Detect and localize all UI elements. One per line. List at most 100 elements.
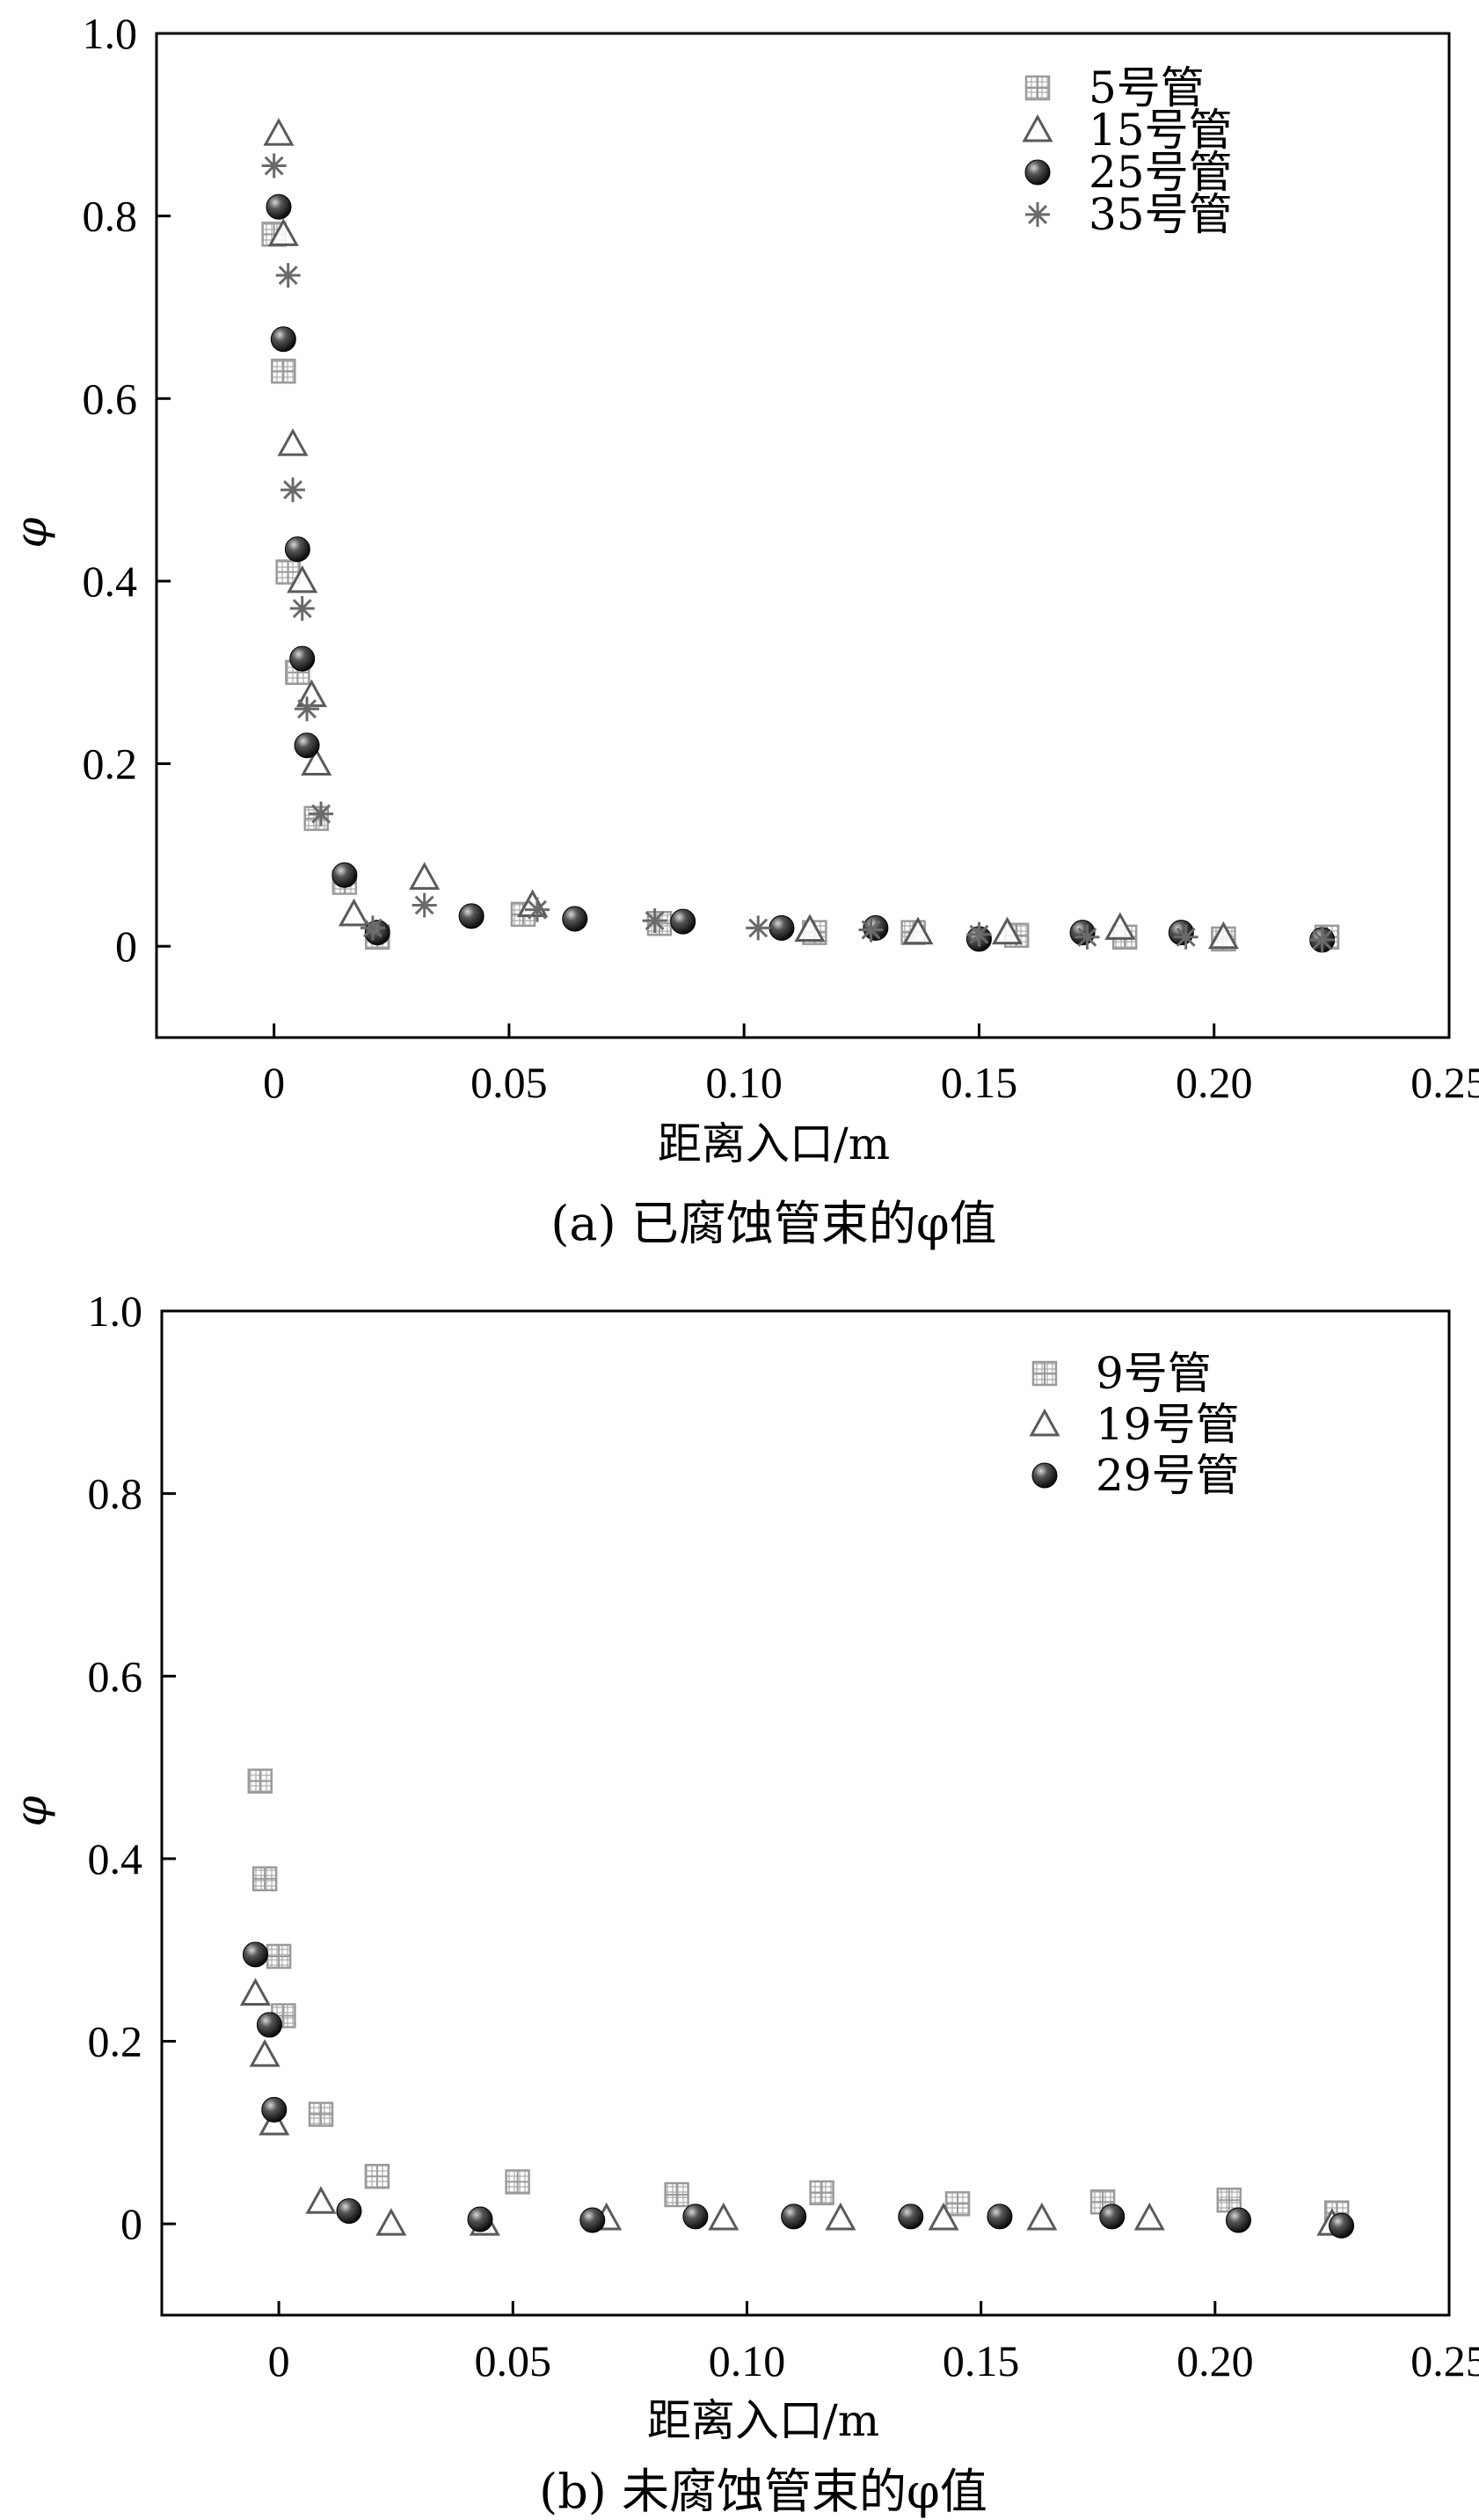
data-point — [261, 153, 287, 178]
data-point — [944, 2191, 971, 2217]
data-point — [458, 903, 484, 929]
data-point — [1207, 921, 1239, 950]
data-point — [360, 915, 385, 941]
data-point — [1026, 2202, 1058, 2231]
legend-item: 35号管 — [1025, 189, 1233, 240]
legend-label: 5号管 — [1089, 62, 1205, 113]
legend-item: 29号管 — [1031, 1450, 1240, 1501]
x-tick-label: 0.25 — [1410, 2336, 1479, 2385]
x-tick-label: 0.20 — [1176, 1058, 1253, 1107]
data-point — [375, 2208, 407, 2236]
series-3 — [242, 1941, 1355, 2239]
data-point — [1099, 2203, 1126, 2230]
data-point — [277, 428, 309, 456]
data-point — [294, 732, 320, 759]
series-3 — [266, 193, 1336, 953]
data-point — [1075, 924, 1100, 950]
legend-label: 29号管 — [1096, 1450, 1240, 1501]
data-point — [364, 2163, 390, 2189]
data-point — [1225, 2207, 1251, 2233]
x-axis-ticks — [277, 2301, 1451, 2315]
series-2 — [239, 1977, 1348, 2236]
data-point — [505, 2169, 530, 2195]
x-tick-label: 0.10 — [705, 1058, 783, 1107]
data-point — [579, 2207, 606, 2233]
data-point — [746, 915, 771, 941]
data-point — [338, 898, 370, 927]
legend-label: 19号管 — [1096, 1399, 1240, 1450]
y-axis-tick-labels: 0 0.2 0.4 0.6 0.8 1.0 — [88, 1286, 143, 2248]
x-tick-label: 0 — [263, 1058, 285, 1107]
data-point — [898, 2203, 924, 2230]
series-2 — [263, 118, 1239, 950]
series-4 — [261, 153, 1335, 952]
panel-caption: (a) 已腐蚀管束的φ值 — [550, 1196, 996, 1251]
data-point — [1309, 927, 1335, 952]
data-point — [858, 917, 884, 943]
legend-marker — [1024, 75, 1051, 101]
y-tick-label: 1.0 — [88, 1286, 143, 1336]
legend-item: 5号管 — [1024, 62, 1205, 113]
data-point — [266, 193, 292, 220]
y-tick-label: 0.2 — [88, 2017, 143, 2066]
data-point — [309, 801, 334, 827]
data-point — [562, 906, 588, 932]
data-point — [336, 2198, 362, 2225]
x-axis-title: 距离入口/m — [658, 1118, 890, 1169]
y-tick-label: 0.4 — [88, 1834, 143, 1883]
y-tick-label: 0 — [120, 2199, 142, 2248]
plot-frame — [160, 1309, 1451, 2317]
data-point — [295, 679, 327, 708]
data-point — [412, 892, 437, 918]
data-point — [682, 2203, 709, 2230]
y-tick-label: 0.4 — [83, 557, 138, 606]
y-tick-label: 0.8 — [88, 1469, 143, 1519]
data-point — [809, 2180, 834, 2206]
data-point — [1173, 924, 1198, 950]
data-point — [266, 1943, 292, 1970]
data-point — [295, 696, 320, 722]
legend-marker — [1022, 113, 1053, 142]
y-tick-label: 0.6 — [88, 1651, 143, 1701]
data-point — [249, 2039, 280, 2067]
y-axis-title: φ — [5, 517, 56, 548]
data-point — [242, 1941, 268, 1968]
data-point — [467, 2206, 493, 2232]
y-tick-label: 0.2 — [83, 739, 138, 789]
y-axis-title: φ — [5, 1795, 56, 1826]
data-point — [966, 921, 992, 947]
x-axis-title: 距离入口/m — [647, 2395, 879, 2446]
series-1 — [247, 1768, 1350, 2225]
legend-item: 9号管 — [1031, 1348, 1212, 1399]
legend-item: 19号管 — [1029, 1399, 1240, 1450]
data-point — [267, 218, 299, 246]
data-point — [524, 897, 550, 922]
data-point — [332, 862, 358, 888]
x-tick-label: 0.15 — [941, 1058, 1018, 1107]
data-point — [781, 2203, 807, 2230]
y-tick-label: 0 — [115, 921, 137, 971]
data-point — [863, 914, 889, 941]
y-axis-tick-labels: 0 0.2 0.4 0.6 0.8 1.0 — [83, 9, 138, 971]
data-point — [991, 916, 1024, 945]
data-point — [1104, 912, 1136, 940]
data-point — [263, 118, 295, 146]
data-point — [301, 747, 332, 776]
y-axis-ticks — [157, 32, 171, 948]
series-1 — [261, 222, 1340, 952]
panel-caption: (b) 未腐蚀管束的φ值 — [539, 2464, 987, 2519]
x-axis-tick-labels: 0 0.05 0.10 0.15 0.20 0.25 — [263, 1058, 1479, 1107]
data-point — [275, 263, 301, 288]
data-point — [664, 2181, 689, 2208]
legend-marker — [1031, 1360, 1058, 1387]
legend-marker — [1029, 1408, 1060, 1437]
data-point — [928, 2202, 959, 2231]
chart-panel-a: 0 0.2 0.4 0.6 0.8 1.0 0 0.05 0.10 0.15 0.20 0.25 5… — [5, 9, 1479, 1251]
legend-label: 25号管 — [1089, 147, 1233, 198]
data-point — [708, 2202, 740, 2231]
legend-item: 25号管 — [1024, 147, 1233, 198]
data-point — [670, 908, 696, 935]
data-points — [239, 1768, 1355, 2239]
data-points — [261, 118, 1340, 953]
